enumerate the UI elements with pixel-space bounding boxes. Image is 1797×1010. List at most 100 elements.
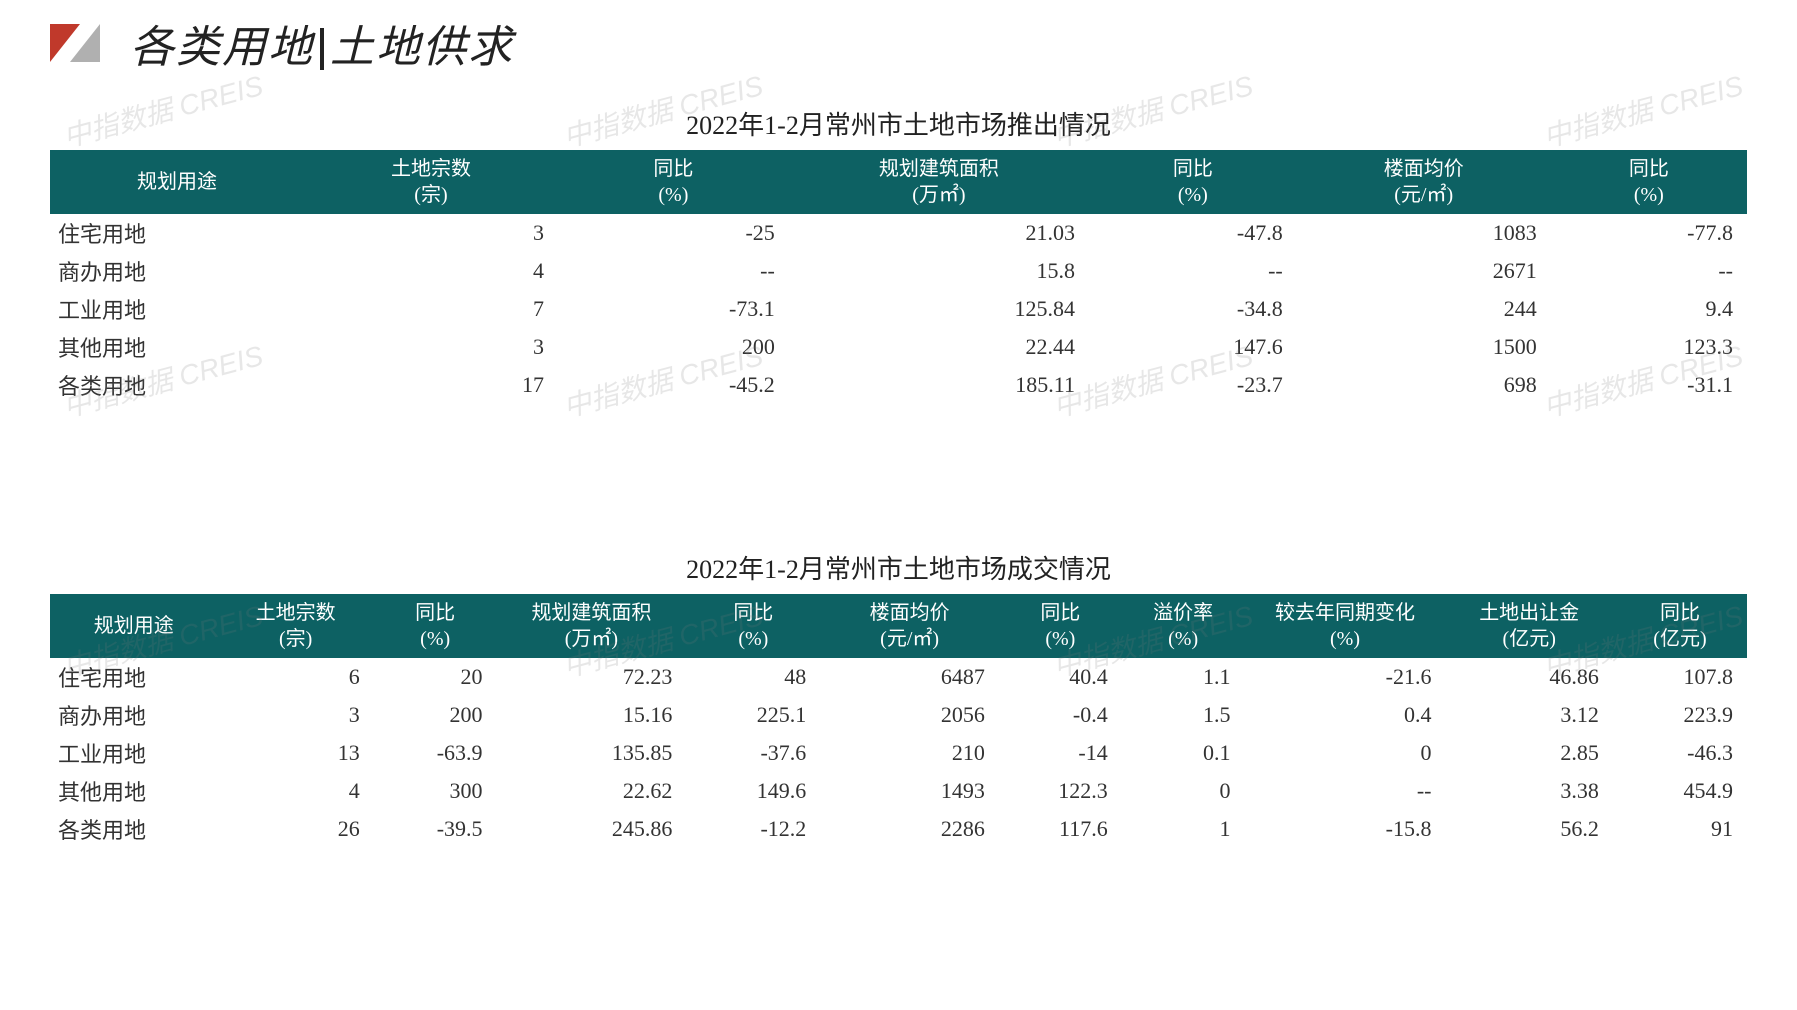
cell-value: 2671 [1297,252,1551,290]
table-row: 住宅用地3-2521.03-47.81083-77.8 [50,214,1747,252]
cell-value: 1.1 [1122,658,1245,696]
column-header-line1: 同比 [1093,156,1293,182]
title-right: 土地供求 [330,23,514,72]
supply-section: 2022年1-2月常州市土地市场推出情况 规划用途土地宗数(宗)同比(%)规划建… [50,105,1747,404]
cell-value: 3.38 [1445,772,1612,810]
cell-value: -0.4 [999,696,1122,734]
table-row: 其他用地320022.44147.61500123.3 [50,328,1747,366]
column-header-line2: (元/㎡) [1301,182,1547,208]
logo-icon [50,24,110,62]
cell-value: 244 [1297,290,1551,328]
cell-value: 123.3 [1551,328,1747,366]
cell-value: 1.5 [1122,696,1245,734]
column-header-line1: 规划建筑面积 [501,600,683,626]
page-root: 各类用地土地供求 2022年1-2月常州市土地市场推出情况 规划用途土地宗数(宗… [0,0,1797,1010]
cell-value: 300 [374,772,497,810]
cell-value: 46.86 [1445,658,1612,696]
column-header-line1: 同比 [378,600,493,626]
column-header: 土地出让金(亿元) [1445,594,1612,658]
column-header: 同比(%) [558,150,789,214]
column-header-line2: (万㎡) [793,182,1085,208]
row-label: 其他用地 [50,772,217,810]
column-header-line2: (%) [690,626,816,652]
cell-value: -25 [558,214,789,252]
column-header-line2: (宗) [221,626,369,652]
cell-value: 91 [1613,810,1747,848]
column-header-line2: (%) [1249,626,1442,652]
cell-value: -- [1089,252,1297,290]
cell-value: -37.6 [686,734,820,772]
column-header-line1: 规划建筑面积 [793,156,1085,182]
column-header: 同比(%) [1551,150,1747,214]
column-header-line1: 土地宗数 [221,600,369,626]
column-header-line1: 同比 [1555,156,1743,182]
cell-value: 26 [217,810,373,848]
cell-value: -34.8 [1089,290,1297,328]
column-header: 规划建筑面积(万㎡) [497,594,687,658]
column-header-line2: (%) [1126,626,1241,652]
cell-value: 6487 [820,658,999,696]
column-header: 较去年同期变化(%) [1245,594,1446,658]
table-header-row: 规划用途土地宗数(宗)同比(%)规划建筑面积(万㎡)同比(%)楼面均价(元/㎡)… [50,150,1747,214]
title-left: 各类用地 [130,23,314,72]
row-label: 商办用地 [50,252,304,290]
column-header-line2: (%) [1093,182,1293,208]
column-header-line2: (元/㎡) [824,626,995,652]
cell-value: 15.8 [789,252,1089,290]
column-header: 规划用途 [50,594,217,658]
column-header: 规划用途 [50,150,304,214]
cell-value: 210 [820,734,999,772]
cell-value: 48 [686,658,820,696]
row-label: 各类用地 [50,810,217,848]
cell-value: 0.1 [1122,734,1245,772]
cell-value: 4 [304,252,558,290]
cell-value: 1493 [820,772,999,810]
cell-value: 225.1 [686,696,820,734]
table-row: 各类用地17-45.2185.11-23.7698-31.1 [50,366,1747,404]
column-header-line1: 土地出让金 [1449,600,1608,626]
cell-value: 117.6 [999,810,1122,848]
cell-value: 3.12 [1445,696,1612,734]
column-header: 同比(%) [1089,150,1297,214]
column-header-line1: 楼面均价 [824,600,995,626]
cell-value: 135.85 [497,734,687,772]
column-header-line1: 规划用途 [54,169,300,195]
page-title: 各类用地土地供求 [130,11,514,75]
row-label: 其他用地 [50,328,304,366]
cell-value: 7 [304,290,558,328]
column-header: 土地宗数(宗) [304,150,558,214]
column-header-line1: 楼面均价 [1301,156,1547,182]
cell-value: -39.5 [374,810,497,848]
cell-value: -- [1551,252,1747,290]
column-header-line2: (宗) [308,182,554,208]
column-header: 规划建筑面积(万㎡) [789,150,1089,214]
row-label: 住宅用地 [50,658,217,696]
column-header: 同比(%) [686,594,820,658]
row-label: 商办用地 [50,696,217,734]
cell-value: 1 [1122,810,1245,848]
cell-value: -46.3 [1613,734,1747,772]
cell-value: 147.6 [1089,328,1297,366]
cell-value: 20 [374,658,497,696]
cell-value: -31.1 [1551,366,1747,404]
cell-value: 6 [217,658,373,696]
cell-value: 22.44 [789,328,1089,366]
cell-value: 3 [304,328,558,366]
column-header: 土地宗数(宗) [217,594,373,658]
cell-value: -63.9 [374,734,497,772]
column-header-line2: (%) [378,626,493,652]
column-header: 楼面均价(元/㎡) [820,594,999,658]
cell-value: 2.85 [1445,734,1612,772]
supply-table-title: 2022年1-2月常州市土地市场推出情况 [50,105,1747,142]
page-header: 各类用地土地供求 [50,0,1747,70]
row-label: 各类用地 [50,366,304,404]
cell-value: -23.7 [1089,366,1297,404]
column-header-line2: (万㎡) [501,626,683,652]
cell-value: 3 [217,696,373,734]
cell-value: -77.8 [1551,214,1747,252]
cell-value: 125.84 [789,290,1089,328]
cell-value: 2056 [820,696,999,734]
cell-value: 0 [1122,772,1245,810]
cell-value: 107.8 [1613,658,1747,696]
cell-value: 698 [1297,366,1551,404]
